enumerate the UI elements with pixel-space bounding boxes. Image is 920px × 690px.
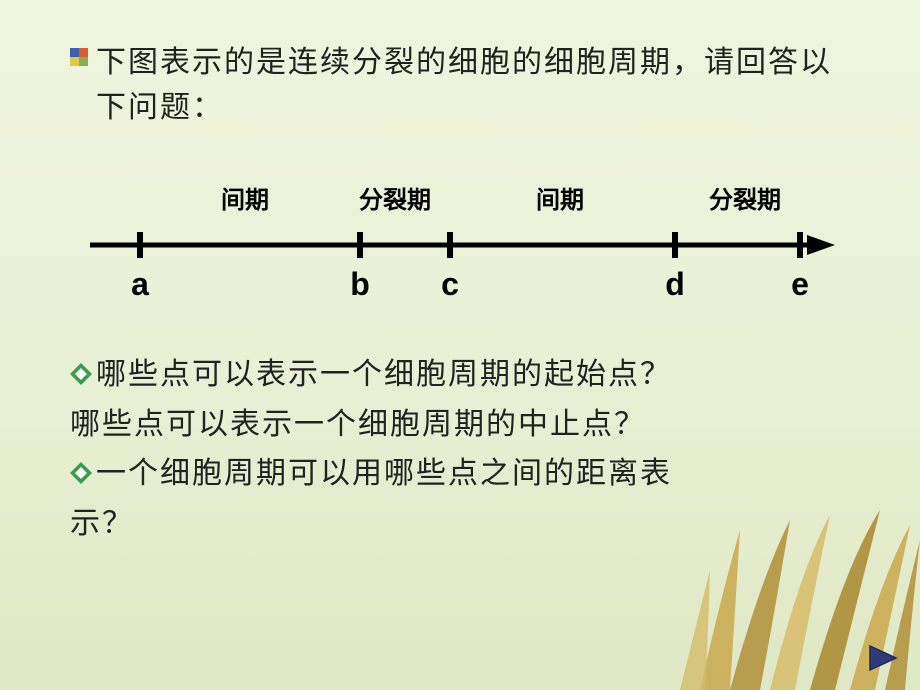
next-slide-button[interactable] [868, 644, 898, 672]
axis-point-label: e [791, 266, 809, 303]
axis-point-label: a [131, 266, 149, 303]
axis-point-label: b [350, 266, 370, 303]
questions-block: 哪些点可以表示一个细胞周期的起始点？ 哪些点可以表示一个细胞周期的中止点？ 一个… [70, 350, 850, 548]
q2-text-a: 一个细胞周期可以用哪些点之间的距离表 [96, 457, 672, 490]
axis-point-label: c [441, 266, 459, 303]
phase-label: 间期 [221, 180, 269, 215]
intro-paragraph: 下图表示的是连续分裂的细胞的细胞周期，请回答以下问题： [70, 40, 850, 130]
question-1-line-2: 哪些点可以表示一个细胞周期的中止点？ [70, 400, 850, 450]
q1-text-a: 哪些点可以表示一个细胞周期的起始点？ [96, 358, 672, 391]
question-2-line-2: 示？ [70, 499, 850, 549]
diamond-bullet-icon [70, 363, 92, 385]
cell-cycle-diagram: 间期 分裂期 间期 分裂期 a b c d e [80, 180, 840, 310]
diamond-bullet-icon [70, 462, 92, 484]
phase-label: 分裂期 [359, 180, 431, 215]
quad-color-bullet-icon [70, 48, 88, 66]
phase-label: 间期 [536, 180, 584, 215]
phase-label: 分裂期 [709, 180, 781, 215]
question-1-line-1: 哪些点可以表示一个细胞周期的起始点？ [70, 350, 850, 400]
axis-point-label: d [665, 266, 685, 303]
intro-text: 下图表示的是连续分裂的细胞的细胞周期，请回答以下问题： [96, 40, 850, 130]
question-2-line-1: 一个细胞周期可以用哪些点之间的距离表 [70, 449, 850, 499]
